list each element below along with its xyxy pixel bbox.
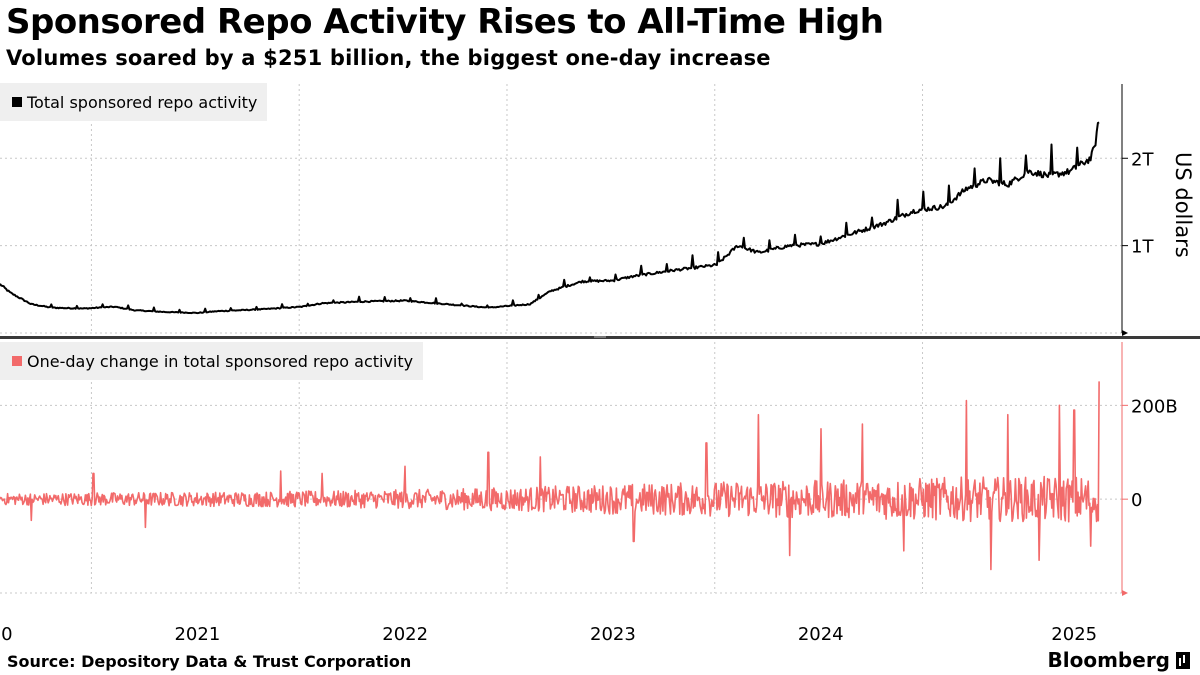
brand-logo: Bloomberg <box>1048 648 1190 672</box>
y-tick-label-top-0: 1T <box>1131 237 1154 258</box>
y-axis-bottom-arrow <box>1122 590 1128 596</box>
y-tick-label-bottom-0: 0 <box>1131 490 1142 511</box>
chart-subtitle: Volumes soared by a $251 billion, the bi… <box>6 46 771 70</box>
brand-name: Bloomberg <box>1047 648 1170 672</box>
legend-total: Total sponsored repo activity <box>0 83 268 121</box>
legend-label-total: Total sponsored repo activity <box>27 92 258 112</box>
x-tick-label-2025: 2025 <box>1051 624 1097 645</box>
x-tick-label-2022: 2022 <box>382 624 428 645</box>
y-tick-label-top-1: 2T <box>1131 149 1154 170</box>
x-tick-label-2023: 2023 <box>590 624 636 645</box>
y-tick-label-bottom-1: 200B <box>1131 396 1178 417</box>
x-tick-label-2020: 2020 <box>0 624 13 645</box>
legend-label-change: One-day change in total sponsored repo a… <box>27 351 414 371</box>
y-axis-top-arrow <box>1122 330 1128 336</box>
legend-change: One-day change in total sponsored repo a… <box>0 342 424 380</box>
legend-swatch-total <box>12 97 22 107</box>
series-line-total <box>0 121 1100 315</box>
bloomberg-chart-icon <box>1176 651 1190 669</box>
chart-title: Sponsored Repo Activity Rises to All-Tim… <box>6 2 884 42</box>
x-tick-label-2024: 2024 <box>798 624 844 645</box>
x-tick-label-2021: 2021 <box>174 624 220 645</box>
y-axis-unit-label: US dollars <box>1171 152 1195 258</box>
source-note: Source: Depository Data & Trust Corporat… <box>7 652 412 671</box>
series-line-change <box>0 381 1100 571</box>
legend-swatch-change <box>12 356 22 366</box>
